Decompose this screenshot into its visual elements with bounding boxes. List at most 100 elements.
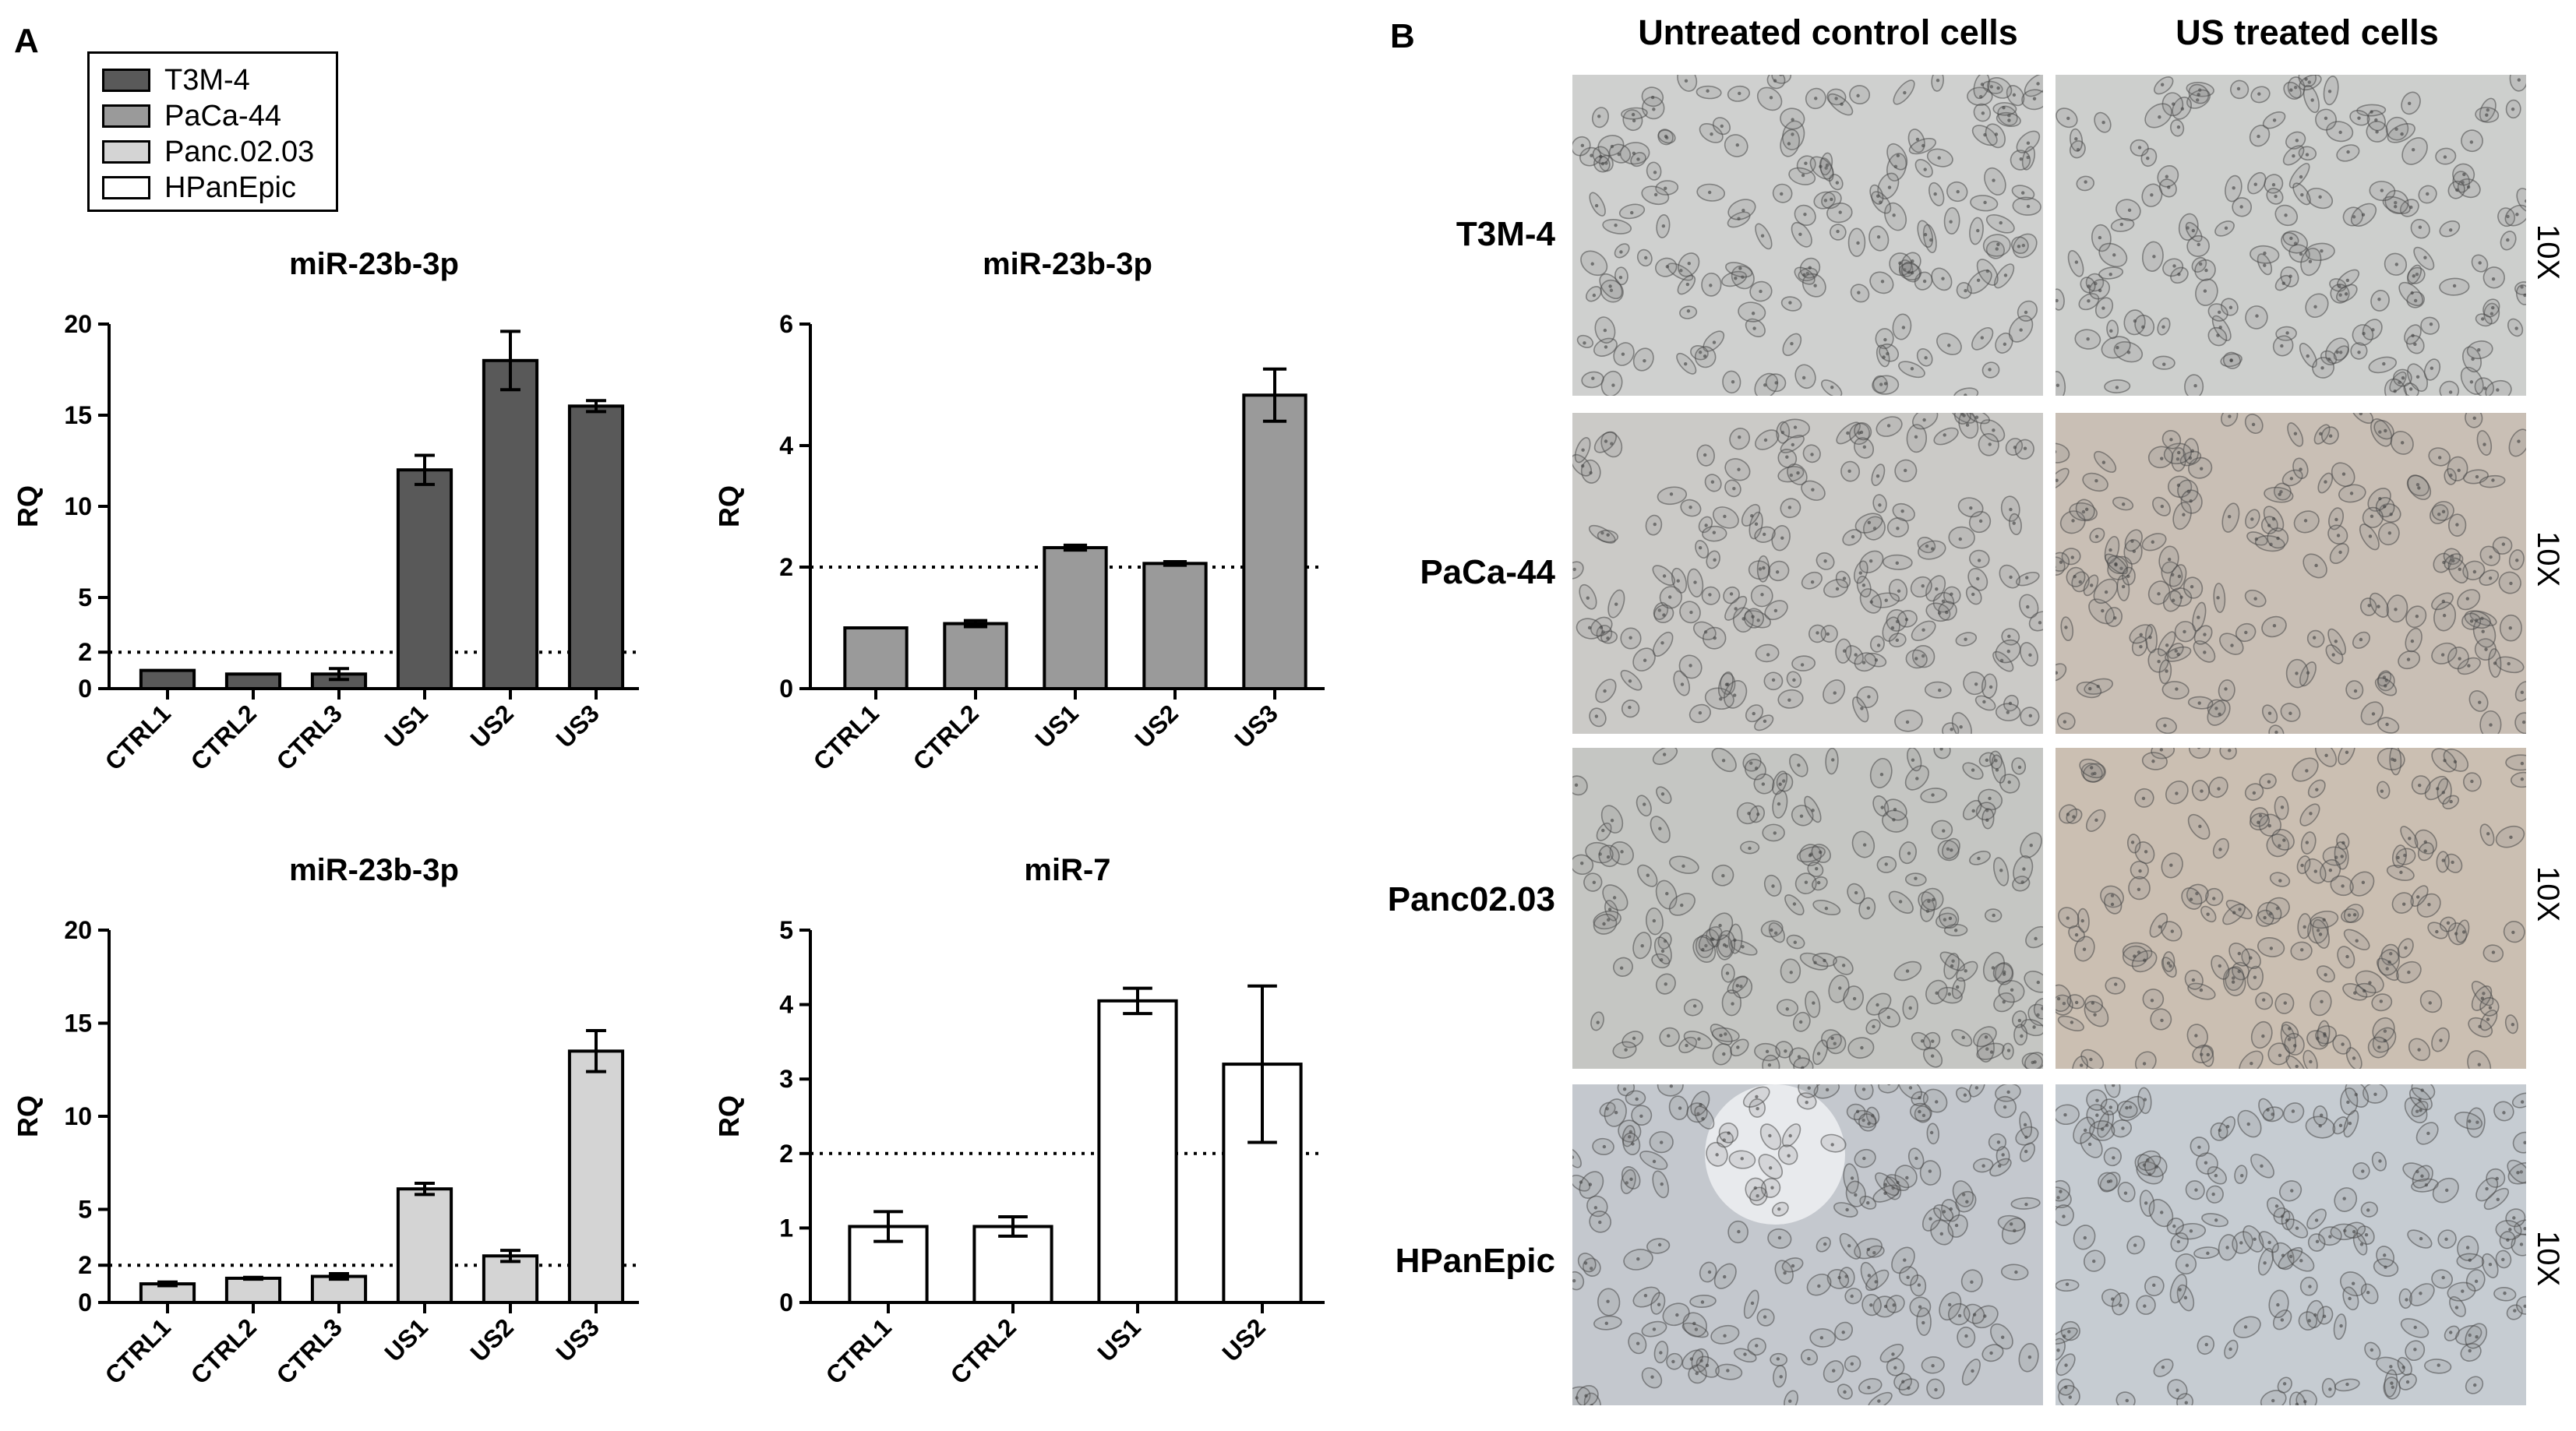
legend-label: HPanEpic: [164, 171, 296, 204]
y-tick-label: 0: [779, 675, 793, 703]
x-tick-label: US1: [379, 1313, 432, 1366]
y-tick-label: 15: [64, 1010, 92, 1038]
bar: [396, 1187, 453, 1304]
bar: [139, 668, 196, 690]
y-tick-label: 2: [78, 638, 92, 666]
cell-cluster: [2056, 1084, 2526, 1405]
bar: [396, 468, 453, 690]
y-tick-label: 0: [779, 1288, 793, 1316]
error-bar: [157, 1280, 178, 1288]
x-tick-label: US1: [379, 699, 432, 753]
magnification-label: 10X: [2531, 866, 2565, 922]
x-tick-label: US3: [550, 1313, 604, 1366]
y-axis-label: RQ: [12, 1095, 44, 1137]
error-bar: [500, 330, 520, 392]
x-tick-label: CTRL3: [271, 1313, 348, 1389]
magnification-label: 10X: [2531, 531, 2565, 587]
y-tick-label: 15: [64, 401, 92, 429]
error-bar: [963, 619, 988, 629]
panel-a-label: A: [14, 22, 39, 60]
legend-swatch: [102, 104, 150, 128]
x-tick-label: CTRL2: [185, 1313, 262, 1389]
y-tick-label: 0: [78, 675, 92, 703]
row-label-paca44: PaCa-44: [1420, 553, 1555, 591]
legend-label: Panc.02.03: [164, 135, 315, 168]
column-header-us-treated: US treated cells: [2175, 12, 2439, 52]
y-tick-label: 4: [779, 991, 793, 1019]
legend-item: Panc.02.03: [102, 135, 315, 168]
bar-chart-hpanepic: miR-7 RQ CTRL1 CTRL2 US1 US2 0 1 2 3 4 5: [713, 853, 1325, 1390]
cell-cluster: [1572, 1084, 2041, 1405]
x-tick-label: CTRL1: [808, 699, 884, 775]
error-bar: [1163, 559, 1187, 567]
x-tick-label: US2: [1216, 1313, 1270, 1366]
error-bar: [329, 667, 349, 682]
bar-chart-paca44: miR-23b-3p RQ CTRL1 CTRL2 US1 US2 US3 0 2 4 6: [713, 247, 1325, 776]
chart-legend: T3M-4 PaCa-44 Panc.02.03 HPanEpic: [87, 51, 338, 212]
error-bar: [329, 1271, 349, 1281]
cell-cluster: [2056, 413, 2526, 734]
x-tick-label: CTRL2: [908, 699, 984, 775]
x-tick-label: US2: [464, 699, 518, 753]
y-axis-label: RQ: [12, 485, 44, 527]
y-tick-label: 2: [78, 1251, 92, 1279]
error-bar: [243, 1275, 263, 1281]
chart-title: miR-23b-3p: [983, 247, 1152, 281]
legend-swatch: [102, 176, 150, 199]
error-bar: [1262, 367, 1287, 423]
x-tick-label: US3: [550, 699, 604, 753]
x-tick-label: CTRL1: [820, 1313, 897, 1389]
micrograph: [2056, 748, 2526, 1069]
panel-b-label: B: [1390, 17, 1415, 55]
error-bar: [998, 1215, 1028, 1238]
cell-cluster: [1572, 748, 2043, 1069]
micrograph: [1572, 748, 2043, 1069]
error-bar: [586, 399, 606, 414]
bar: [567, 1049, 625, 1304]
micrograph: [2056, 75, 2526, 396]
legend-item: PaCa-44: [102, 100, 281, 132]
bar: [224, 672, 282, 691]
bright-spot: [1705, 1084, 1845, 1225]
error-bar: [873, 1210, 903, 1243]
micrograph: [2056, 1084, 2526, 1405]
cell-cluster: [1572, 75, 2043, 396]
chart-title: miR-7: [1024, 853, 1110, 887]
column-header-untreated: Untreated control cells: [1638, 12, 2018, 52]
x-tick-label: CTRL1: [100, 699, 176, 775]
y-tick-label: 4: [779, 432, 793, 460]
bar: [567, 404, 625, 691]
row-label-panc0203: Panc02.03: [1387, 880, 1555, 918]
y-tick-label: 5: [78, 583, 92, 612]
bar: [972, 1225, 1053, 1305]
micrograph: [2056, 413, 2526, 734]
bar-chart-t3m4: miR-23b-3p RQ CTRL1 CTRL2 CTRL3 US1 US2 US3 0 2 5 1…: [12, 247, 639, 776]
error-bar: [500, 1249, 520, 1264]
micrograph: [1572, 1084, 2043, 1405]
y-tick-label: 20: [64, 310, 92, 338]
bar: [224, 1276, 282, 1304]
error-bar: [1123, 986, 1152, 1016]
legend-label: T3M-4: [164, 63, 250, 97]
y-axis-label: RQ: [713, 1095, 745, 1137]
y-tick-label: 5: [779, 916, 793, 944]
x-tick-label: CTRL3: [271, 699, 348, 775]
x-tick-label: US1: [1029, 699, 1083, 753]
micrograph-background: [1572, 413, 2043, 734]
y-tick-label: 6: [779, 310, 793, 338]
cell-cluster: [2056, 748, 2526, 1069]
legend-label: PaCa-44: [164, 99, 281, 132]
x-tick-label: CTRL1: [100, 1313, 176, 1389]
chart-title: miR-23b-3p: [289, 853, 459, 887]
legend-item: HPanEpic: [102, 171, 296, 204]
y-tick-label: 1: [779, 1214, 793, 1242]
x-tick-label: CTRL2: [185, 699, 262, 775]
bar: [1043, 546, 1108, 691]
micrograph: [1572, 75, 2043, 396]
row-label-t3m4: T3M-4: [1456, 215, 1555, 253]
x-tick-label: US1: [1092, 1313, 1145, 1366]
y-tick-label: 0: [78, 1288, 92, 1316]
bar: [1097, 999, 1178, 1304]
x-tick-label: US2: [464, 1313, 518, 1366]
y-tick-label: 2: [779, 1140, 793, 1168]
